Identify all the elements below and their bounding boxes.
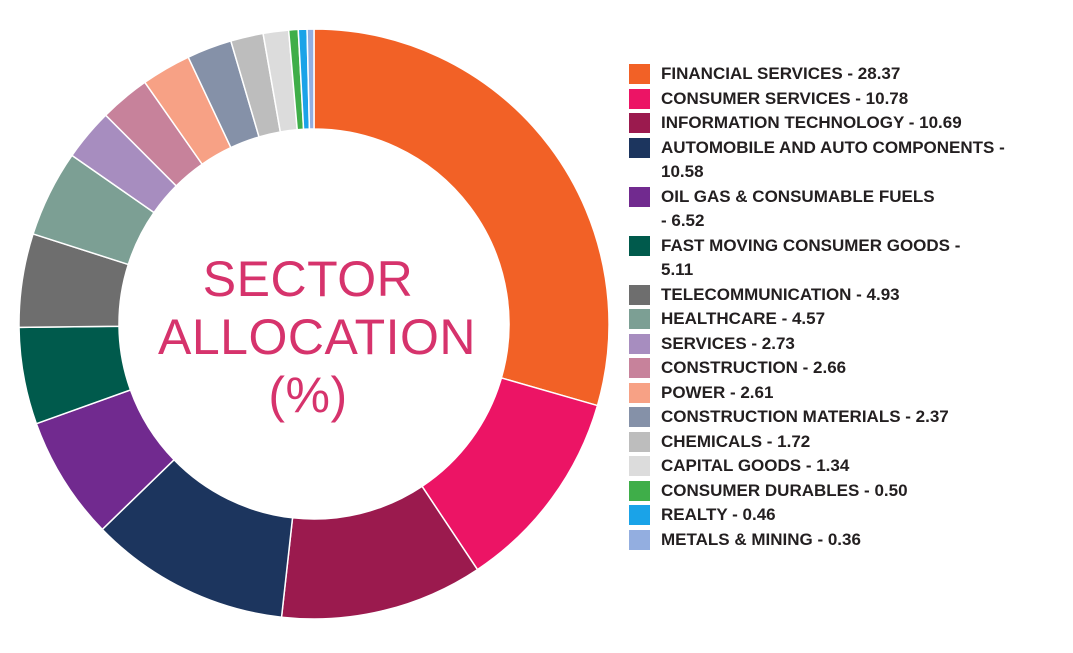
legend-label: CONSUMER DURABLES - 0.50 — [661, 480, 908, 500]
legend-label: CONSUMER SERVICES - 10.78 — [661, 88, 909, 108]
legend-item: METALS & MINING - 0.36 — [629, 528, 1069, 553]
legend-item: CHEMICALS - 1.72 — [629, 430, 1069, 455]
legend-label: CHEMICALS - 1.72 — [661, 431, 811, 451]
legend-item: CAPITAL GOODS - 1.34 — [629, 454, 1069, 479]
legend-swatch — [629, 431, 650, 452]
sector-donut-chart — [18, 28, 610, 620]
legend-label: FINANCIAL SERVICES - 28.37 — [661, 64, 901, 83]
legend-item: POWER - 2.61 — [629, 381, 1069, 406]
legend-swatch — [629, 456, 650, 476]
legend-item: OIL GAS & CONSUMABLE FUELS - 6.52 — [629, 185, 1069, 234]
chart-legend: FINANCIAL SERVICES - 28.37 CONSUMER SERVI… — [629, 62, 1069, 552]
legend-item: SERVICES - 2.73 — [629, 332, 1069, 357]
legend-swatch — [629, 137, 650, 158]
legend-swatch — [629, 235, 650, 256]
legend-item: CONSUMER SERVICES - 10.78 — [629, 87, 1069, 112]
legend-item: AUTOMOBILE AND AUTO COMPONENTS - 10.58 — [629, 136, 1069, 185]
legend-label: - 6.52 — [661, 211, 705, 230]
legend-swatch — [629, 480, 650, 501]
legend-swatch — [629, 284, 650, 305]
legend-swatch — [629, 529, 650, 550]
legend-label: CONSTRUCTION - 2.66 — [661, 358, 847, 377]
legend-swatch — [629, 358, 650, 378]
legend-swatch — [629, 333, 650, 354]
legend-label: HEALTHCARE - 4.57 — [661, 309, 826, 328]
legend-item: FAST MOVING CONSUMER GOODS - 5.11 — [629, 234, 1069, 283]
donut-slice — [306, 28, 315, 130]
legend-label: METALS & MINING - 0.36 — [661, 529, 861, 549]
legend-item: HEALTHCARE - 4.57 — [629, 307, 1069, 332]
legend-swatch — [629, 407, 650, 427]
legend-label: TELECOMMUNICATION - 4.93 — [661, 284, 900, 304]
legend-label: 5.11 — [661, 260, 694, 279]
legend-item: CONSTRUCTION - 2.66 — [629, 356, 1069, 381]
legend-swatch — [629, 505, 650, 525]
chart-title-line: (%) — [268, 367, 348, 423]
legend-label: REALTY - 0.46 — [661, 505, 776, 524]
legend-item: FINANCIAL SERVICES - 28.37 — [629, 62, 1069, 87]
legend-label: CAPITAL GOODS - 1.34 — [661, 456, 850, 475]
donut-slice — [313, 28, 610, 407]
legend-label: CONSTRUCTION MATERIALS - 2.37 — [661, 407, 949, 426]
legend-item: CONSTRUCTION MATERIALS - 2.37 — [629, 405, 1069, 430]
legend-item: INFORMATION TECHNOLOGY - 10.69 — [629, 111, 1069, 136]
chart-title-line: ALLOCATION — [158, 309, 477, 365]
legend-label: 10.58 — [661, 162, 704, 181]
legend-swatch — [629, 186, 650, 207]
legend-swatch — [629, 88, 650, 109]
legend-label: OIL GAS & CONSUMABLE FUELS — [661, 186, 935, 206]
legend-swatch — [629, 309, 650, 329]
chart-title-line: SECTOR — [202, 251, 414, 307]
legend-label: INFORMATION TECHNOLOGY - 10.69 — [661, 113, 962, 132]
legend-swatch — [629, 113, 650, 133]
legend-item: CONSUMER DURABLES - 0.50 — [629, 479, 1069, 504]
legend-label: FAST MOVING CONSUMER GOODS - — [661, 235, 961, 255]
chart-title: SECTOR ALLOCATION (%) — [158, 250, 477, 424]
legend-label: SERVICES - 2.73 — [661, 333, 795, 353]
legend-swatch — [629, 64, 650, 84]
legend-swatch — [629, 382, 650, 403]
legend-label: POWER - 2.61 — [661, 382, 774, 402]
legend-label: AUTOMOBILE AND AUTO COMPONENTS - — [661, 137, 1005, 157]
legend-item: TELECOMMUNICATION - 4.93 — [629, 283, 1069, 308]
legend-item: REALTY - 0.46 — [629, 503, 1069, 528]
